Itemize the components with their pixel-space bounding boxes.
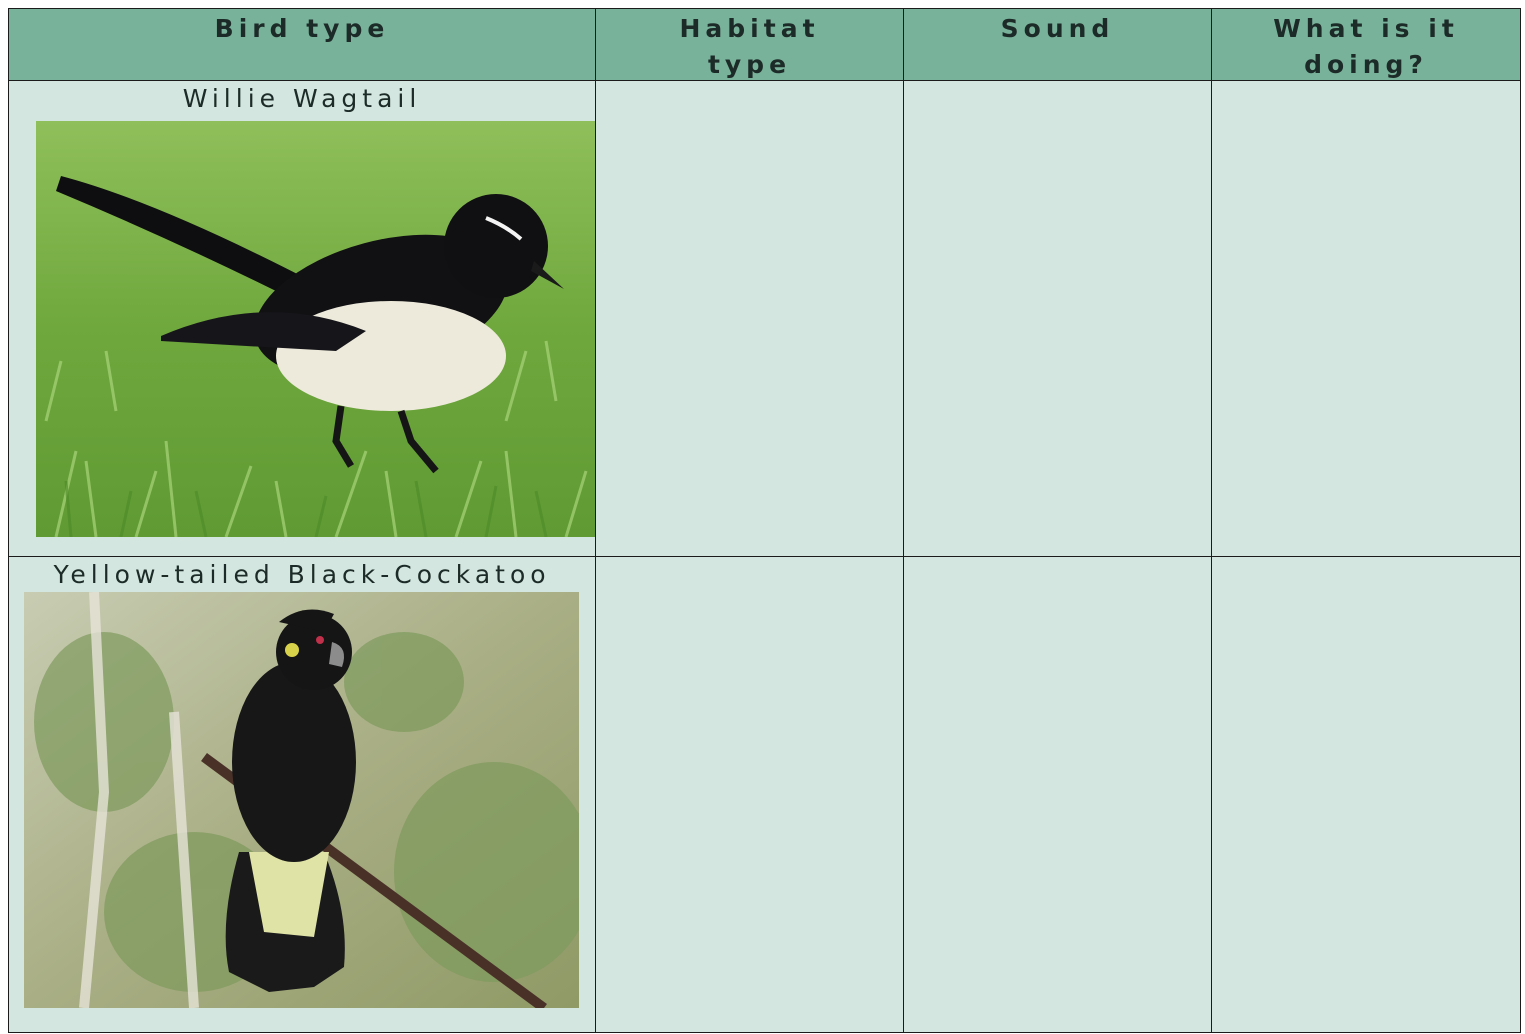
header-cell: Sound [903,8,1212,81]
bird-photo [36,121,595,537]
table-cell [903,556,1212,1033]
bird-photo [24,592,579,1008]
bird-name: Willie Wagtail [182,84,422,113]
bird-name: Yellow-tailed Black-Cockatoo [53,560,551,589]
table-cell [1211,556,1521,1033]
header-cell: What is it doing? [1211,8,1521,81]
table-cell [903,80,1212,557]
table-cell [595,556,904,1033]
table-cell [595,80,904,557]
header-cell: Habitat type [595,8,904,81]
table-cell [1211,80,1521,557]
header-cell: Bird type [8,8,596,81]
